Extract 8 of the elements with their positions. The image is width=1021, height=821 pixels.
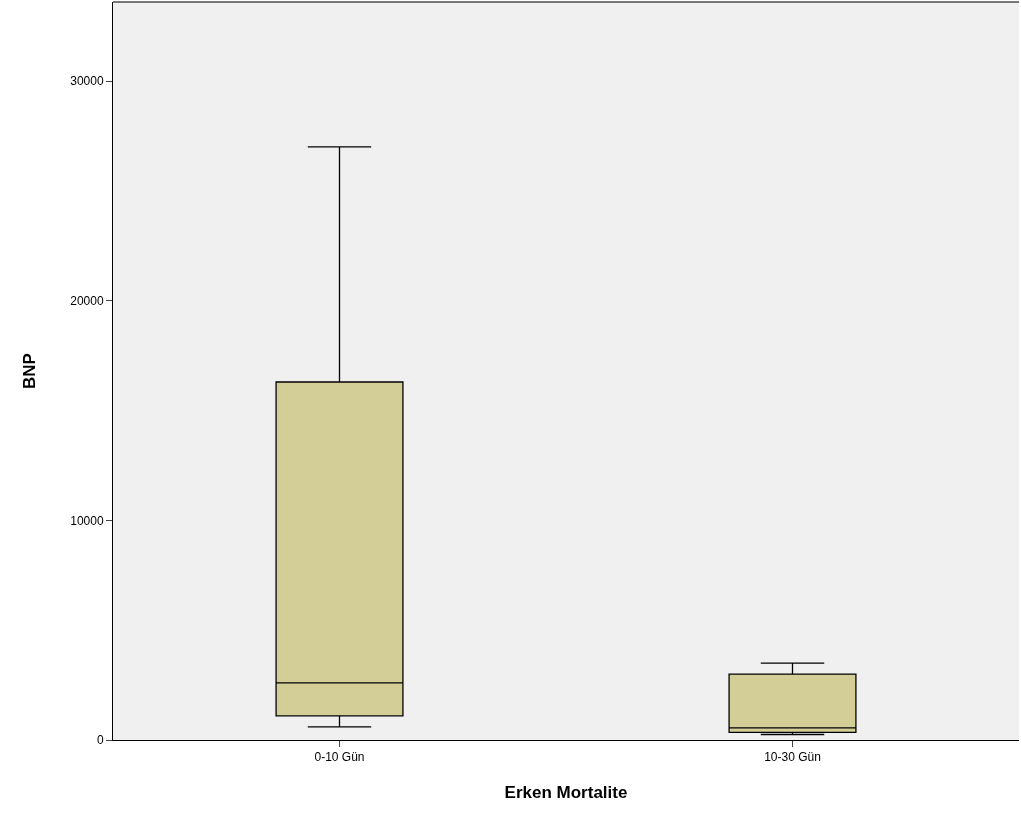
y-tick-label: 20000	[70, 293, 104, 308]
x-tick-label: 0-10 Gün	[314, 750, 365, 765]
x-tick-label: 10-30 Gün	[764, 750, 821, 765]
y-tick-label: 30000	[70, 74, 104, 89]
y-tick-label: 0	[96, 733, 104, 748]
y-axis-title: BNP	[19, 353, 39, 389]
y-tick-label: 10000	[70, 513, 104, 528]
x-axis-title: Erken Mortalite	[504, 782, 628, 802]
